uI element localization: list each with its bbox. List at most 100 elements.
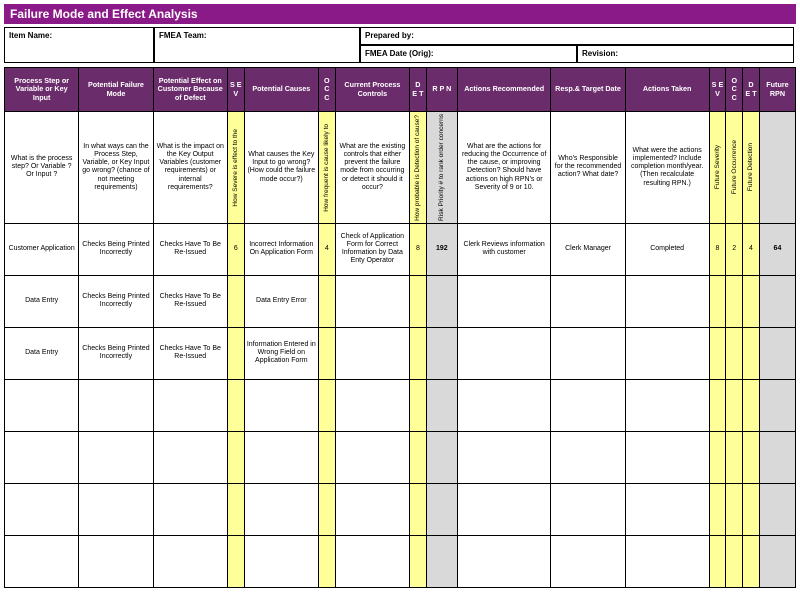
- table-cell: Checks Have To Be Re-Issued: [153, 275, 227, 327]
- table-cell: 8: [410, 223, 427, 275]
- desc-cell: Future Severity: [709, 112, 726, 224]
- table-cell: [457, 379, 550, 431]
- table-cell: [227, 327, 244, 379]
- desc-cell: What were the actions implemented? Inclu…: [625, 112, 709, 224]
- table-cell: Checks Have To Be Re-Issued: [153, 223, 227, 275]
- table-cell: 4: [318, 223, 335, 275]
- table-cell: Completed: [625, 223, 709, 275]
- table-cell: [551, 275, 625, 327]
- table-cell: Checks Have To Be Re-Issued: [153, 327, 227, 379]
- table-cell: [457, 431, 550, 483]
- table-cell: [410, 535, 427, 587]
- table-cell: [759, 327, 795, 379]
- table-cell: [759, 431, 795, 483]
- col-rpn: R P N: [426, 68, 457, 112]
- table-cell: [79, 431, 153, 483]
- table-cell: Checks Being Printed Incorrectly: [79, 275, 153, 327]
- table-cell: [244, 535, 318, 587]
- table-cell: [244, 431, 318, 483]
- table-cell: [743, 535, 760, 587]
- table-cell: [227, 535, 244, 587]
- table-cell: [625, 483, 709, 535]
- table-cell: Checks Being Printed Incorrectly: [79, 223, 153, 275]
- table-row: [5, 379, 796, 431]
- desc-cell: How probable is Detection of cause?: [410, 112, 427, 224]
- table-cell: [335, 275, 409, 327]
- table-cell: [726, 431, 743, 483]
- table-cell: [318, 275, 335, 327]
- table-cell: [410, 483, 427, 535]
- table-cell: [759, 535, 795, 587]
- table-cell: [410, 431, 427, 483]
- table-row: [5, 483, 796, 535]
- col-causes: Potential Causes: [244, 68, 318, 112]
- col-occ: O C C: [318, 68, 335, 112]
- table-cell: [743, 327, 760, 379]
- table-cell: [244, 483, 318, 535]
- table-cell: [625, 379, 709, 431]
- table-cell: [457, 535, 550, 587]
- table-cell: Clerk Manager: [551, 223, 625, 275]
- table-cell: [318, 535, 335, 587]
- table-row: [5, 431, 796, 483]
- table-row: [5, 535, 796, 587]
- table-cell: [5, 535, 79, 587]
- fmea-team-label: FMEA Team:: [154, 27, 360, 63]
- table-cell: [759, 275, 795, 327]
- table-cell: [551, 535, 625, 587]
- table-row: Customer ApplicationChecks Being Printed…: [5, 223, 796, 275]
- prepared-by-label: Prepared by:: [360, 27, 794, 45]
- fmea-body: What is the process step? Or Variable ? …: [5, 112, 796, 588]
- table-cell: [726, 535, 743, 587]
- table-cell: 6: [227, 223, 244, 275]
- table-row: Data EntryChecks Being Printed Incorrect…: [5, 275, 796, 327]
- table-cell: [79, 379, 153, 431]
- table-cell: [625, 535, 709, 587]
- table-cell: [335, 431, 409, 483]
- table-cell: [318, 379, 335, 431]
- col-fdet: D E T: [743, 68, 760, 112]
- table-cell: Customer Application: [5, 223, 79, 275]
- table-cell: [726, 327, 743, 379]
- table-cell: [318, 483, 335, 535]
- table-cell: [759, 379, 795, 431]
- table-cell: [153, 379, 227, 431]
- table-cell: [426, 431, 457, 483]
- table-row: Data EntryChecks Being Printed Incorrect…: [5, 327, 796, 379]
- table-cell: [551, 431, 625, 483]
- table-cell: [410, 327, 427, 379]
- table-cell: [5, 483, 79, 535]
- table-cell: [709, 483, 726, 535]
- table-cell: [426, 327, 457, 379]
- table-cell: [335, 379, 409, 431]
- table-cell: [79, 483, 153, 535]
- table-cell: [743, 275, 760, 327]
- table-cell: [5, 379, 79, 431]
- table-cell: [457, 275, 550, 327]
- desc-cell: What causes the Key Input to go wrong? (…: [244, 112, 318, 224]
- col-det: D E T: [410, 68, 427, 112]
- table-cell: Incorrect Information On Application For…: [244, 223, 318, 275]
- table-cell: [153, 535, 227, 587]
- col-fsev: S E V: [709, 68, 726, 112]
- col-failure-mode: Potential Failure Mode: [79, 68, 153, 112]
- table-cell: [709, 275, 726, 327]
- table-cell: [709, 535, 726, 587]
- desc-cell: What is the impact on the Key Output Var…: [153, 112, 227, 224]
- desc-cell: How Severe is effect to the: [227, 112, 244, 224]
- col-focc: O C C: [726, 68, 743, 112]
- desc-cell: Risk Priority # to rank order concerns: [426, 112, 457, 224]
- table-cell: [743, 483, 760, 535]
- col-sev: S E V: [227, 68, 244, 112]
- table-cell: [335, 535, 409, 587]
- header-row: Process Step or Variable or Key Input Po…: [5, 68, 796, 112]
- table-cell: 64: [759, 223, 795, 275]
- table-cell: [79, 535, 153, 587]
- table-cell: [726, 275, 743, 327]
- table-cell: [709, 327, 726, 379]
- table-cell: [318, 327, 335, 379]
- desc-cell: What are the actions for reducing the Oc…: [457, 112, 550, 224]
- table-cell: [551, 379, 625, 431]
- table-cell: [227, 275, 244, 327]
- col-actions-rec: Actions Recommended: [457, 68, 550, 112]
